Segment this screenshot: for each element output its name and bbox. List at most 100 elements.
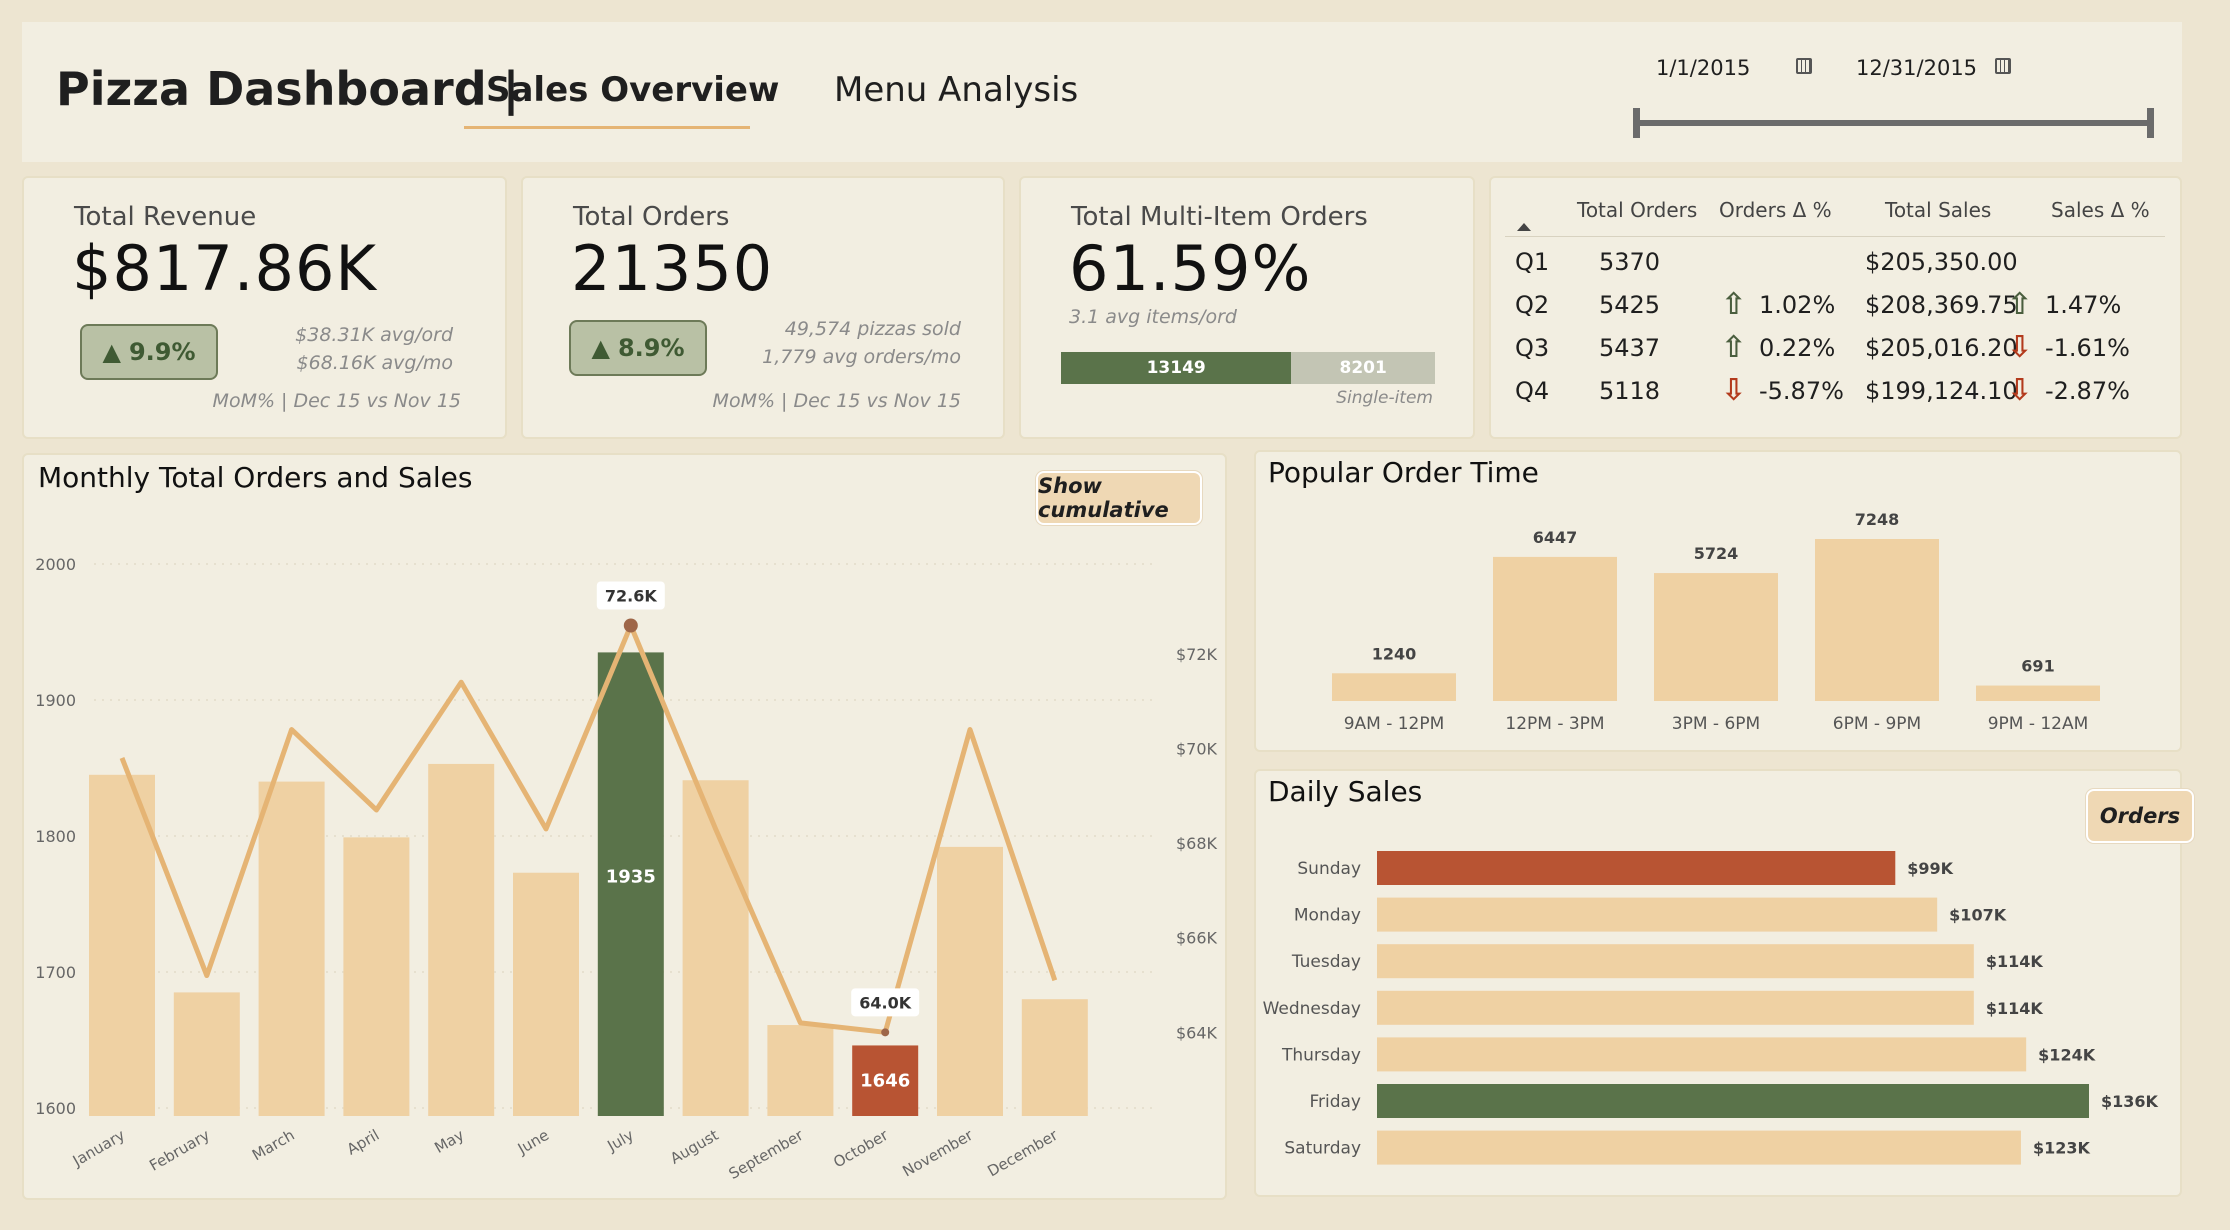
x-axis-tick-label: February (146, 1126, 213, 1175)
bar-february[interactable] (173, 992, 240, 1116)
show-cumulative-button[interactable]: Show cumulative (1036, 471, 1202, 525)
x-axis-tick-label: 9AM - 12PM (1344, 714, 1445, 734)
arrow-up-icon: ⇧ (2007, 287, 2033, 322)
tab-sales-overview[interactable]: Sales Overview (486, 70, 780, 110)
bar-april[interactable] (343, 837, 410, 1116)
y-axis-tick-label: 1900 (35, 691, 76, 710)
col-header-orders-delta[interactable]: Orders Δ % (1719, 198, 1832, 222)
bar-november[interactable] (937, 846, 1003, 1116)
line-marker (881, 1028, 890, 1037)
table-row[interactable]: Q4 5118 ⇩ -5.87% $199,124.10 ⇩ -2.87% (1491, 373, 2181, 413)
orders-delta-cell: -5.87% (1759, 377, 1844, 405)
x-axis-tick-label: November (899, 1125, 976, 1180)
calendar-icon[interactable] (1796, 58, 1812, 74)
y2-axis-tick-label: $70K (1176, 739, 1218, 758)
quarter-label: Q4 (1515, 377, 1550, 405)
bar-august[interactable] (682, 780, 749, 1116)
sales-delta-cell: 1.47% (2045, 291, 2122, 319)
orders-toggle-button[interactable]: Orders (2086, 789, 2194, 843)
bar-monday[interactable] (1377, 897, 1938, 932)
tab-menu-analysis[interactable]: Menu Analysis (834, 70, 1079, 110)
kpi-footer: MoM% | Dec 15 vs Nov 15 (712, 390, 961, 412)
arrow-down-icon: ⇩ (2007, 330, 2033, 365)
bar-march[interactable] (258, 781, 325, 1116)
bar-wednesday[interactable] (1377, 990, 1974, 1025)
sales-line[interactable] (119, 622, 1058, 1035)
kpi-card-multi-item: Total Multi-Item Orders 61.59% 3.1 avg i… (1019, 176, 1475, 439)
y-axis-tick-label: 1800 (35, 827, 76, 846)
bar-0[interactable] (1332, 673, 1456, 701)
total-sales-cell: $199,124.10 (1865, 377, 2018, 405)
bar-september[interactable] (767, 1025, 834, 1116)
bar-data-label: $99K (1907, 859, 1953, 878)
line-marker (623, 618, 638, 633)
bar-data-label: $114K (1986, 999, 2044, 1018)
table-row[interactable]: Q1 5370 $205,350.00 (1491, 244, 2181, 284)
kpi-delta-value: 8.9% (617, 334, 685, 362)
y-axis-tick-label: Tuesday (1291, 952, 1361, 972)
x-axis-tick-label: July (604, 1126, 637, 1156)
date-to-value: 12/31/2015 (1856, 56, 1978, 80)
x-axis-tick-label: 3PM - 6PM (1672, 714, 1760, 734)
kpi-card-revenue: Total Revenue $817.86K ▲ 9.9% $38.31K av… (22, 176, 507, 439)
monthly-chart: 1600 1700 1800 1900 2000 $64K $66K $68K $70K $72K… (35, 555, 1218, 1183)
date-range-slider-track[interactable] (1636, 120, 2152, 126)
arrow-down-icon: ⇩ (1721, 373, 1747, 408)
bar-tuesday[interactable] (1377, 944, 1974, 979)
col-header-sales-delta[interactable]: Sales Δ % (2051, 198, 2150, 222)
y-axis-tick-label: Sunday (1297, 859, 1361, 879)
kpi-label: Total Multi-Item Orders (1071, 202, 1368, 232)
bar-1[interactable] (1493, 556, 1617, 701)
x-axis-tick-label: 6PM - 9PM (1833, 714, 1921, 734)
kpi-value: 21350 (571, 232, 774, 305)
x-axis-tick-label: December (984, 1125, 1061, 1180)
data-label-box (596, 581, 665, 610)
x-axis-tick-label: August (667, 1126, 722, 1168)
bar-sunday[interactable] (1377, 851, 1896, 885)
total-orders-cell: 5118 (1599, 377, 1661, 405)
bar-4[interactable] (1976, 685, 2100, 701)
quarter-label: Q1 (1515, 248, 1550, 276)
total-sales-cell: $205,350.00 (1865, 248, 2018, 276)
kpi-delta-value: 9.9% (128, 338, 196, 366)
bar-2[interactable] (1654, 573, 1778, 701)
bar-data-label: 1935 (606, 866, 656, 887)
table-row[interactable]: Q2 5425 ⇧ 1.02% $208,369.75 ⇧ 1.47% (1491, 287, 2181, 327)
single-item-label: Single-item (1336, 388, 1433, 408)
col-header-total-orders[interactable]: Total Orders (1577, 198, 1698, 222)
bar-january[interactable] (89, 774, 155, 1116)
bar-3[interactable] (1815, 539, 1939, 701)
kpi-value: $817.86K (72, 232, 378, 305)
up-triangle-icon: ▲ (591, 334, 610, 362)
chart-title: Monthly Total Orders and Sales (38, 461, 473, 494)
arrow-up-icon: ⇧ (1721, 330, 1747, 365)
bar-data-label: 1240 (1372, 644, 1417, 663)
y-axis-tick-label: Thursday (1281, 1045, 1361, 1065)
sort-ascending-icon[interactable] (1517, 223, 1531, 231)
multi-item-split-bar: 13149 8201 (1061, 352, 1435, 384)
bar-friday[interactable] (1377, 1084, 2089, 1118)
bar-data-label: $114K (1986, 952, 2044, 971)
bar-june[interactable] (513, 872, 579, 1116)
bar-december[interactable] (1021, 999, 1088, 1116)
calendar-icon[interactable] (1995, 58, 2011, 74)
bar-saturday[interactable] (1377, 1130, 2021, 1165)
tab-active-underline (464, 126, 750, 129)
orders-delta-cell: 0.22% (1759, 334, 1836, 362)
bar-october[interactable] (852, 1045, 919, 1116)
date-from-value: 1/1/2015 (1656, 56, 1751, 80)
bar-july[interactable] (597, 652, 664, 1116)
date-range-slider-start-handle[interactable] (1633, 108, 1640, 138)
col-header-total-sales[interactable]: Total Sales (1885, 198, 1992, 222)
bar-may[interactable] (428, 763, 495, 1116)
bar-data-label: 6447 (1533, 528, 1578, 547)
x-axis-tick-label: April (344, 1126, 383, 1159)
y-axis-tick-label: 1700 (35, 963, 76, 982)
table-row[interactable]: Q3 5437 ⇧ 0.22% $205,016.20 ⇩ -1.61% (1491, 330, 2181, 370)
sales-delta-cell: -2.87% (2045, 377, 2130, 405)
kpi-card-orders: Total Orders 21350 ▲ 8.9% 49,574 pizzas … (521, 176, 1005, 439)
date-range-slider-end-handle[interactable] (2147, 108, 2154, 138)
single-item-count: 8201 (1339, 358, 1387, 378)
y2-axis-tick-label: $72K (1176, 645, 1218, 664)
bar-thursday[interactable] (1377, 1037, 2027, 1072)
